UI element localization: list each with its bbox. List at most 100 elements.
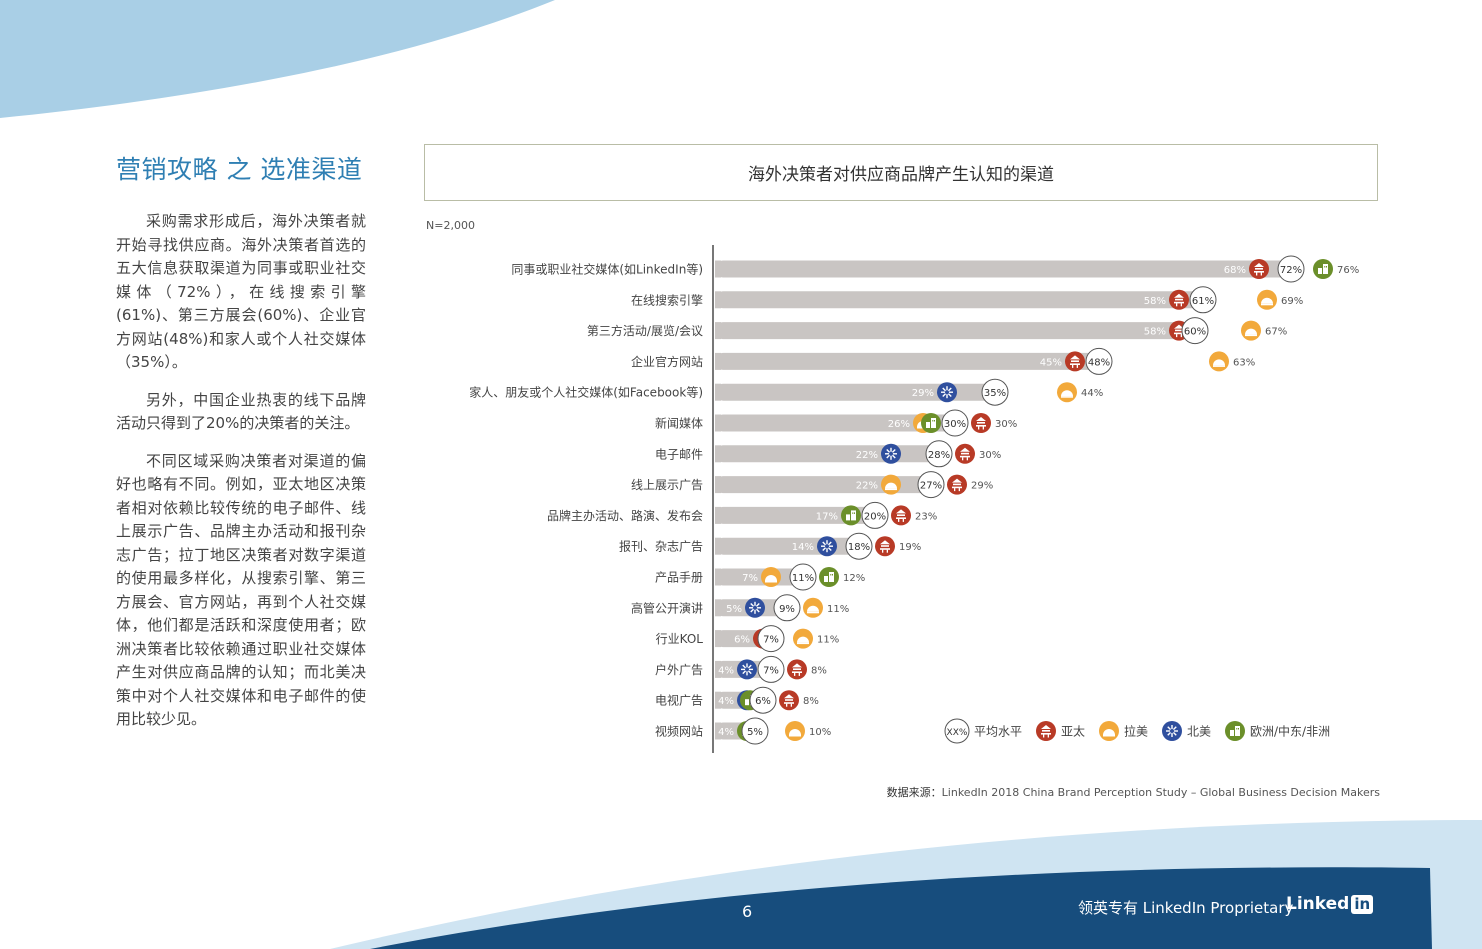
pagoda-icon (1169, 289, 1189, 310)
min-value-label: 26% (888, 419, 910, 430)
liberty-icon (745, 597, 765, 618)
min-value-label: 5% (726, 604, 742, 615)
avg-marker (917, 471, 945, 499)
category-label: 产品手册 (655, 571, 703, 585)
category-label: 行业KOL (656, 632, 704, 646)
building-icon (819, 567, 839, 587)
avg-marker (773, 594, 801, 622)
building-icon (1225, 721, 1245, 741)
avg-bar (715, 352, 1099, 370)
avg-marker (1277, 255, 1305, 283)
min-value-label: 45% (1040, 357, 1062, 368)
chart-row: 在线搜索引擎 58% 61% 69% (631, 286, 1303, 314)
chart-title: 海外决策者对供应商品牌产生认知的渠道 (424, 144, 1378, 201)
max-value-label: 63% (1233, 357, 1255, 368)
sun-icon (793, 628, 813, 649)
category-label: 在线搜索引擎 (631, 292, 703, 307)
liberty-icon (937, 382, 957, 403)
avg-value-label: 30% (944, 419, 966, 430)
avg-value-label: 18% (848, 542, 870, 553)
min-value-label: 58% (1144, 327, 1166, 338)
legend-label: 亚太 (1061, 724, 1085, 739)
avg-marker (1189, 286, 1217, 314)
avg-marker (1181, 317, 1209, 345)
sun-icon (761, 567, 781, 587)
building-icon (1313, 259, 1333, 279)
avg-bar (715, 506, 875, 524)
sun-icon (1099, 721, 1119, 741)
min-value-label: 4% (718, 727, 734, 738)
avg-bar (715, 260, 1291, 278)
liberty-icon (737, 659, 757, 680)
avg-marker (925, 440, 953, 468)
avg-value-label: 6% (755, 696, 771, 707)
avg-value-label: 72% (1280, 265, 1302, 276)
max-value-label: 44% (1081, 388, 1103, 399)
legend-label: 欧洲/中东/非洲 (1250, 724, 1330, 739)
legend-label: 平均水平 (974, 725, 1022, 739)
liberty-icon (817, 536, 837, 557)
data-source-text: LinkedIn 2018 China Brand Perception Stu… (941, 786, 1380, 799)
max-value-label: 10% (809, 727, 831, 738)
data-source: 数据来源：LinkedIn 2018 China Brand Perceptio… (887, 784, 1380, 800)
avg-bar (715, 322, 1195, 340)
max-value-label: 12% (843, 573, 865, 584)
category-label: 报刊、杂志广告 (619, 539, 703, 554)
linkedin-logo-text: Linked (1286, 894, 1350, 914)
sample-size-label: N=2,000 (426, 219, 475, 232)
sun-icon (785, 721, 805, 741)
avg-value-label: 60% (1184, 327, 1206, 338)
building-icon (921, 413, 941, 433)
avg-marker (757, 655, 785, 683)
category-label: 高管公开演讲 (631, 600, 703, 615)
avg-value-label: 7% (763, 635, 779, 646)
max-value-label: 30% (995, 419, 1017, 430)
avg-marker (861, 501, 889, 529)
min-value-label: 6% (734, 635, 750, 646)
max-value-label: 19% (899, 542, 921, 553)
avg-marker (757, 625, 785, 653)
chart-row: 户外广告 4% 7% 8% (655, 655, 827, 683)
pagoda-icon (875, 536, 895, 557)
avg-marker (845, 532, 873, 560)
pagoda-icon (971, 413, 991, 433)
avg-bar (715, 568, 803, 586)
category-label: 户外广告 (655, 662, 703, 677)
avg-bar (715, 291, 1203, 309)
pagoda-icon (947, 474, 967, 495)
chart-row: 报刊、杂志广告 14% 18% 19% (619, 532, 921, 560)
avg-value-label: 27% (920, 481, 942, 492)
max-value-label: 11% (827, 604, 849, 615)
avg-marker (941, 409, 969, 437)
sun-icon (1241, 320, 1261, 341)
max-value-label: 69% (1281, 296, 1303, 307)
max-value-label: 30% (979, 450, 1001, 461)
legend-label: 北美 (1187, 725, 1211, 739)
avg-marker (789, 563, 817, 591)
sun-icon (1257, 289, 1277, 310)
chart-row: 第三方活动/展览/会议 58% 60% 67% (587, 317, 1287, 345)
max-value-label: 11% (817, 635, 839, 646)
min-value-label: 22% (856, 481, 878, 492)
category-label: 第三方活动/展览/会议 (587, 323, 703, 338)
footer-proprietary: 领英专有 LinkedIn Proprietary (1078, 899, 1294, 917)
max-value-label: 76% (1337, 265, 1359, 276)
avg-bar (715, 445, 939, 463)
category-label: 电子邮件 (655, 447, 703, 461)
avg-value-label: 61% (1192, 296, 1214, 307)
max-value-label: 29% (971, 481, 993, 492)
avg-value-label: 5% (747, 727, 763, 738)
intro-paragraph: 采购需求形成后，海外决策者就开始寻找供应商。海外决策者首选的五大信息获取渠道为同… (116, 212, 366, 371)
offline-paragraph: 另外，中国企业热衷的线下品牌活动只得到了20%的决策者的关注。 (116, 390, 366, 433)
max-value-label: 67% (1265, 327, 1287, 338)
category-label: 新闻媒体 (655, 416, 703, 431)
liberty-icon (881, 443, 901, 464)
sun-icon (803, 597, 823, 618)
avg-marker (981, 378, 1009, 406)
linkedin-in-icon: in (1351, 895, 1374, 914)
avg-value-label: 35% (984, 388, 1006, 399)
max-value-label: 23% (915, 511, 937, 522)
category-label: 电视广告 (655, 693, 703, 708)
